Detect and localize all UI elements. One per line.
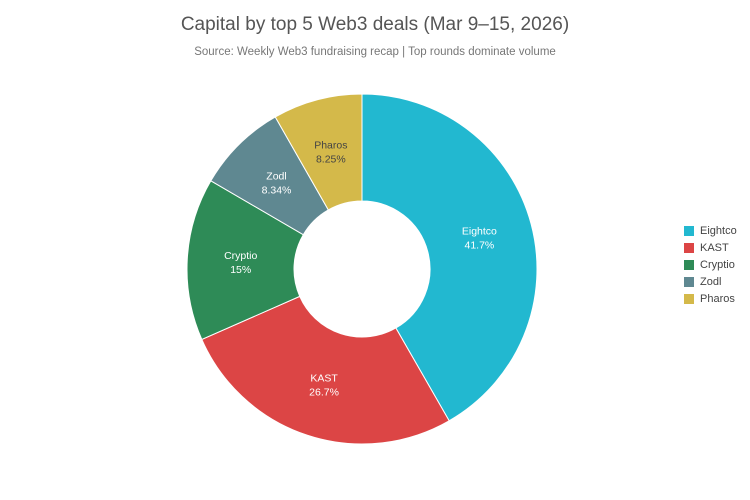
legend-label: KAST	[700, 241, 729, 254]
slice-value-kast: 26.7%	[309, 386, 339, 398]
legend-label: Eightco	[700, 224, 737, 237]
legend-item-eightco[interactable]: Eightco	[684, 222, 737, 239]
slice-cryptio	[186, 180, 304, 341]
slice-value-cryptio: 15%	[230, 264, 251, 276]
slice-label-pharos: Pharos	[314, 140, 347, 152]
slice-label-kast: KAST	[310, 372, 338, 384]
legend-swatch	[684, 276, 694, 287]
legend-label: Zodl	[700, 275, 722, 288]
legend-item-pharos[interactable]: Pharos	[684, 290, 737, 307]
slice-pharos	[274, 93, 363, 211]
slice-kast	[201, 295, 450, 445]
legend-item-cryptio[interactable]: Cryptio	[684, 256, 737, 273]
legend-label: Pharos	[700, 292, 735, 305]
slice-label-zodl: Zodl	[266, 171, 286, 183]
slice-eightco	[361, 93, 538, 422]
legend-item-kast[interactable]: KAST	[684, 239, 737, 256]
slice-label-eightco: Eightco	[462, 226, 497, 238]
slice-value-pharos: 8.25%	[316, 154, 346, 166]
legend-swatch	[684, 242, 694, 253]
legend-item-zodl[interactable]: Zodl	[684, 273, 737, 290]
legend-swatch	[684, 293, 694, 304]
chart-subtitle: Source: Weekly Web3 fundraising recap | …	[194, 46, 556, 58]
legend-swatch	[684, 259, 694, 270]
chart-legend: Eightco KAST Cryptio Zodl Pharos	[684, 222, 737, 307]
slice-label-cryptio: Cryptio	[224, 250, 257, 262]
legend-label: Cryptio	[700, 258, 735, 271]
legend-swatch	[684, 225, 694, 236]
chart-title: Capital by top 5 Web3 deals (Mar 9–15, 2…	[180, 14, 570, 35]
slice-value-eightco: 41.7%	[465, 240, 495, 252]
slice-value-zodl: 8.34%	[262, 185, 292, 197]
